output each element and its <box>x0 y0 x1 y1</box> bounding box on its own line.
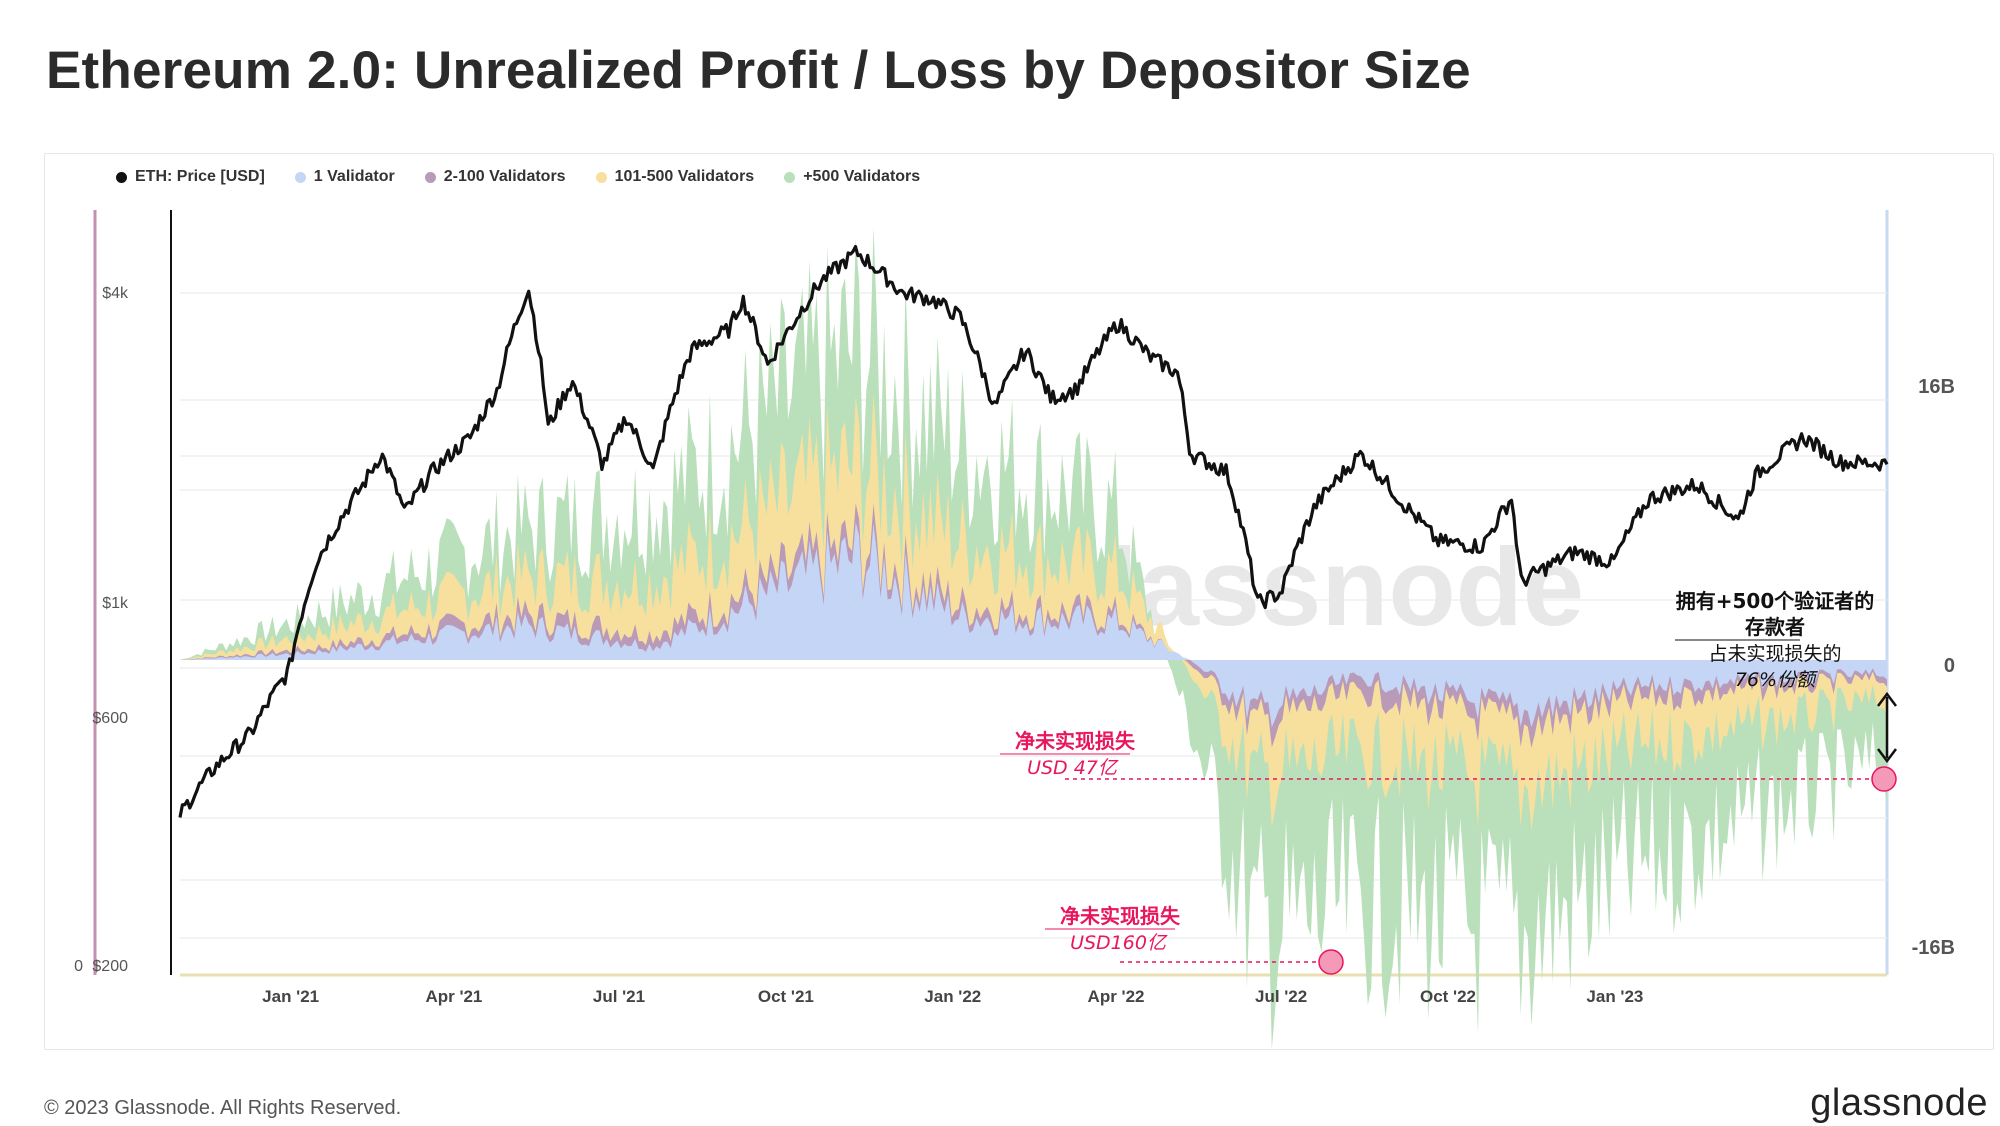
legend-label-2-100-validators: 2-100 Validators <box>443 168 566 185</box>
legend-label-price: ETH: Price [USD] <box>135 168 265 185</box>
loss-a-label: 净未实现损失 <box>1015 729 1136 753</box>
y-left-tick-4k: $4k <box>102 285 129 302</box>
legend-item-101-500-validators[interactable]: 101-500 Validators <box>595 168 755 186</box>
grid-lines <box>180 292 1887 939</box>
annotation-top-line2: 存款者 <box>1745 615 1805 639</box>
area-1-validator <box>180 522 1887 728</box>
y-right-tick-neg16b: -16B <box>1912 937 1955 959</box>
page-title: Ethereum 2.0: Unrealized Profit / Loss b… <box>46 41 1471 100</box>
loss-b-value: USD160亿 <box>1070 932 1168 954</box>
y-right-tick-16b: 16B <box>1918 376 1955 398</box>
x-tick-2: Jul '21 <box>593 987 645 1006</box>
annotation-top-line3: 占未实现损失的 <box>1708 643 1841 665</box>
x-tick-0: Jan '21 <box>262 987 319 1006</box>
legend-dot-101-500-validators <box>595 171 607 183</box>
loss-b-label: 净未实现损失 <box>1060 904 1181 928</box>
loss-a-marker <box>1871 766 1897 792</box>
legend-dot-1-validator <box>294 171 306 183</box>
brand-logo: glassnode <box>1810 1082 1988 1124</box>
arrow-up-icon <box>1877 691 1897 707</box>
y-left-zero: 0 <box>74 958 83 975</box>
annotation-group: 拥有+500个验证者的 存款者 占未实现损失的 76%份额 净未实现损失 USD… <box>1000 589 1897 975</box>
loss-a-value: USD 47亿 <box>1027 757 1119 779</box>
y-left-tick-600: $600 <box>92 710 128 727</box>
loss-b-marker <box>1318 949 1344 975</box>
x-ticks: Jan '21 Apr '21 Jul '21 Oct '21 Jan '22 Apr '… <box>262 987 1643 1006</box>
x-tick-1: Apr '21 <box>425 987 482 1006</box>
y-right-tick-0: 0 <box>1944 655 1955 677</box>
legend-label-101-500-validators: 101-500 Validators <box>614 168 755 185</box>
arrow-down-icon <box>1877 748 1897 764</box>
legend-item-2-100-validators[interactable]: 2-100 Validators <box>424 168 566 186</box>
legend-dot-price <box>116 171 127 183</box>
annotation-top-line4: 76%份额 <box>1735 669 1818 691</box>
x-tick-6: Jul '22 <box>1255 987 1307 1006</box>
x-tick-5: Apr '22 <box>1088 987 1145 1006</box>
annotation-top-line1: 拥有+500个验证者的 <box>1676 589 1875 613</box>
x-tick-7: Oct '22 <box>1420 987 1476 1006</box>
x-tick-8: Jan '23 <box>1586 987 1643 1006</box>
area-2-100-validators <box>180 503 1887 748</box>
x-tick-3: Oct '21 <box>758 987 814 1006</box>
legend-label-1-validator: 1 Validator <box>313 168 395 185</box>
price-line <box>178 245 1889 818</box>
legend-label-500-validators: +500 Validators <box>803 168 921 185</box>
y-left-tick-200: $200 <box>92 958 128 975</box>
copyright-footer: © 2023 Glassnode. All Rights Reserved. <box>44 1097 402 1119</box>
y-left-tick-1k: $1k <box>102 595 129 612</box>
legend-item-price[interactable]: ETH: Price [USD] <box>116 168 265 186</box>
area-series <box>180 227 1887 1050</box>
x-tick-4: Jan '22 <box>924 987 981 1006</box>
legend-item-500-validators[interactable]: +500 Validators <box>784 168 920 186</box>
area-101-500-validators <box>180 392 1887 831</box>
legend: ETH: Price [USD] 1 Validator 2-100 Valid… <box>116 168 920 186</box>
legend-item-1-validator[interactable]: 1 Validator <box>294 168 395 186</box>
legend-dot-500-validators <box>784 171 796 183</box>
legend-dot-2-100-validators <box>424 171 436 183</box>
